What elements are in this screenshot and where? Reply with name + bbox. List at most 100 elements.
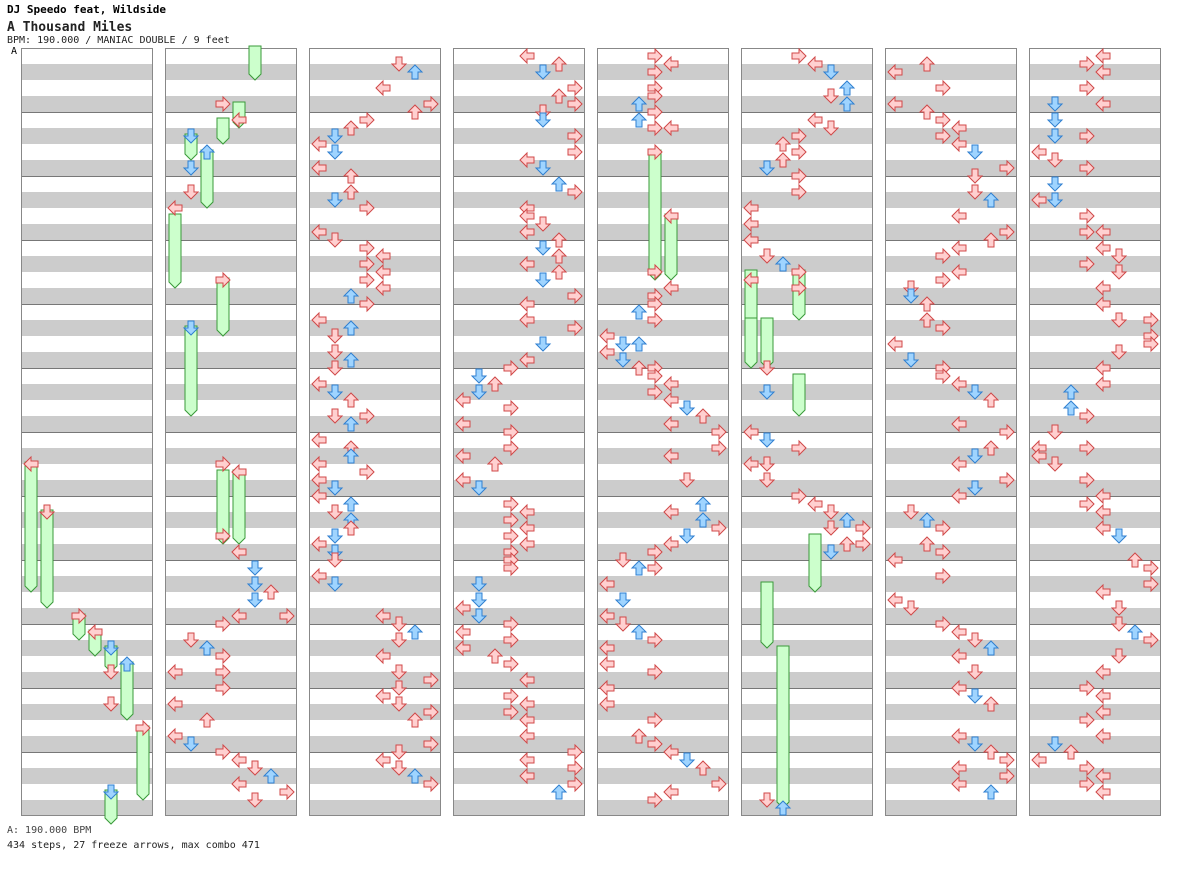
beat-stripe (453, 800, 585, 816)
arrow-right-icon (647, 559, 663, 577)
arrow-left-icon (375, 279, 391, 297)
beat-stripe (1029, 480, 1161, 496)
arrow-left-icon (455, 639, 471, 657)
beat-stripe (309, 192, 441, 208)
beat-stripe (21, 608, 153, 624)
arrow-left-icon (519, 151, 535, 169)
arrow-down-icon (966, 480, 984, 496)
arrow-down-icon (966, 448, 984, 464)
arrow-left-icon (951, 119, 967, 137)
freeze-arrow (168, 213, 182, 289)
arrow-left-icon (1095, 47, 1111, 65)
arrow-right-icon (567, 775, 583, 793)
arrow-down-icon (470, 592, 488, 608)
beat-stripe (885, 448, 1017, 464)
beat-stripe (453, 736, 585, 752)
arrow-up-icon (694, 512, 712, 528)
song-artist: DJ Speedo feat, Wildside (7, 3, 166, 16)
arrow-left-icon (1031, 143, 1047, 161)
arrow-up-icon (406, 768, 424, 784)
beat-stripe (309, 480, 441, 496)
beat-stripe (1029, 128, 1161, 144)
beat-stripe (1029, 224, 1161, 240)
beat-stripe (597, 512, 729, 528)
arrow-down-icon (678, 528, 696, 544)
beat-stripe (165, 384, 297, 400)
arrow-down-icon (470, 480, 488, 496)
arrow-left-icon (663, 743, 679, 761)
arrow-left-icon (231, 111, 247, 129)
beat-stripe (885, 544, 1017, 560)
arrow-down-icon (246, 592, 264, 608)
beat-stripe (309, 704, 441, 720)
arrow-right-icon (647, 663, 663, 681)
beat-stripe (21, 480, 153, 496)
arrow-down-icon (390, 680, 408, 696)
bpm-marker: A (11, 46, 18, 57)
arrow-left-icon (951, 263, 967, 281)
arrow-down-icon (102, 696, 120, 712)
arrow-right-icon (791, 263, 807, 281)
arrow-down-icon (1046, 736, 1064, 752)
beat-stripe (885, 96, 1017, 112)
arrow-left-icon (1095, 727, 1111, 745)
arrow-right-icon (135, 719, 151, 737)
arrow-down-icon (966, 736, 984, 752)
arrow-up-icon (630, 304, 648, 320)
beat-stripe (21, 128, 153, 144)
beat-stripe (21, 768, 153, 784)
arrow-down-icon (182, 736, 200, 752)
beat-stripe (1029, 160, 1161, 176)
arrow-right-icon (279, 783, 295, 801)
beat-stripe (453, 768, 585, 784)
arrow-right-icon (935, 319, 951, 337)
beat-stripe (21, 384, 153, 400)
arrow-up-icon (982, 784, 1000, 800)
arrow-down-icon (390, 56, 408, 72)
arrow-down-icon (534, 336, 552, 352)
footer-bpm: A: 190.000 BPM (7, 825, 92, 836)
beat-stripe (453, 608, 585, 624)
arrow-right-icon (647, 383, 663, 401)
arrow-up-icon (1062, 744, 1080, 760)
beat-stripe (741, 352, 873, 368)
arrow-down-icon (326, 528, 344, 544)
beat-stripe (453, 352, 585, 368)
beat-stripe (885, 352, 1017, 368)
beat-stripe (1029, 352, 1161, 368)
arrow-up-icon (918, 536, 936, 552)
arrow-left-icon (1095, 223, 1111, 241)
beat-stripe (1029, 416, 1161, 432)
beat-stripe (21, 544, 153, 560)
arrow-down-icon (822, 544, 840, 560)
arrow-right-icon (359, 239, 375, 257)
arrow-down-icon (534, 240, 552, 256)
arrow-down-icon (1110, 528, 1128, 544)
arrow-right-icon (215, 679, 231, 697)
beat-stripe (453, 384, 585, 400)
arrow-up-icon (550, 264, 568, 280)
arrow-down-icon (902, 352, 920, 368)
arrow-right-icon (711, 439, 727, 457)
arrow-up-icon (982, 440, 1000, 456)
arrow-left-icon (1095, 703, 1111, 721)
arrow-left-icon (375, 247, 391, 265)
arrow-left-icon (519, 751, 535, 769)
beat-stripe (453, 256, 585, 272)
beat-stripe (309, 288, 441, 304)
beat-stripe (165, 192, 297, 208)
beat-stripe (741, 704, 873, 720)
beat-stripe (21, 800, 153, 816)
beat-stripe (165, 320, 297, 336)
arrow-up-icon (982, 192, 1000, 208)
beat-stripe (741, 512, 873, 528)
arrow-down-icon (326, 504, 344, 520)
beat-stripe (21, 192, 153, 208)
arrow-right-icon (423, 735, 439, 753)
arrow-left-icon (599, 655, 615, 673)
arrow-left-icon (1095, 503, 1111, 521)
arrow-right-icon (503, 687, 519, 705)
beat-stripe (165, 512, 297, 528)
arrow-up-icon (918, 512, 936, 528)
arrow-left-icon (951, 759, 967, 777)
